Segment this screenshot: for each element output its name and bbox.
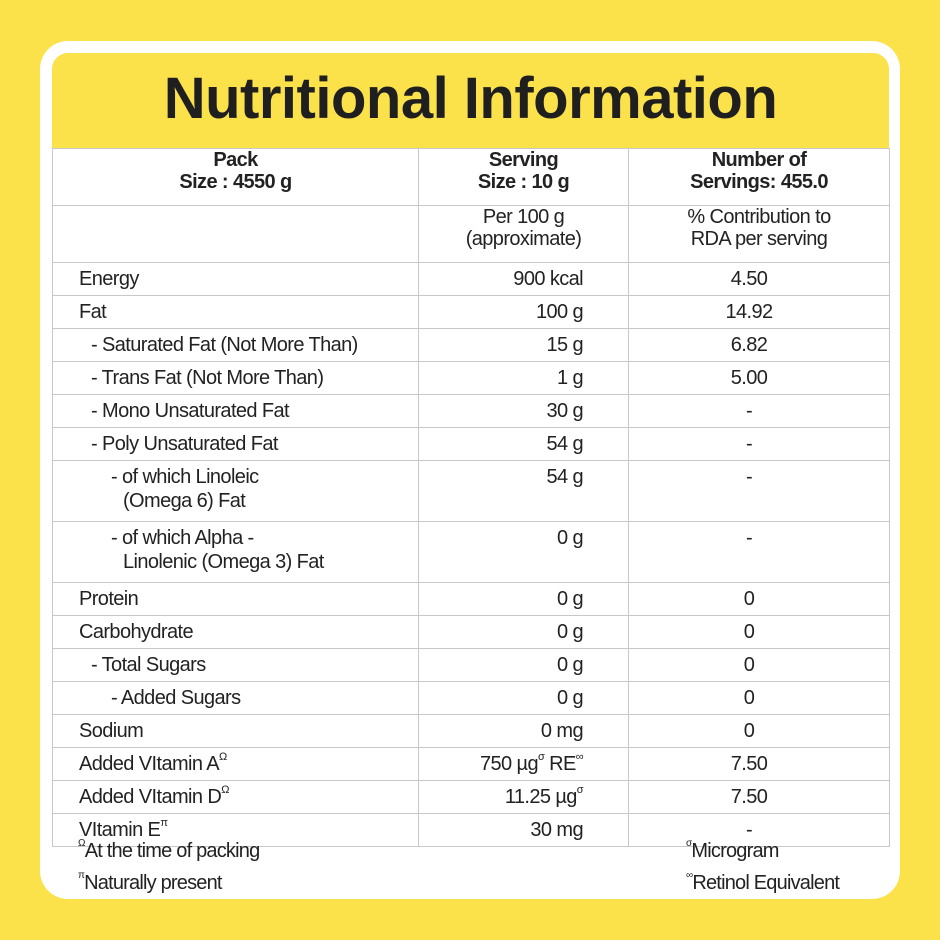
rda-value: 0 [628,582,890,616]
table-row: - Saturated Fat (Not More Than) 15 g 6.8… [52,328,890,362]
rda-value: 14.92 [628,295,890,329]
per-100g-value: 0 g [418,681,629,715]
nutrient-label: Protein [52,582,419,616]
rda-value: 7.50 [628,747,890,781]
nutrient-label: Sodium [52,714,419,748]
footnote-infinity: ∞Retinol Equivalent [686,870,840,894]
per-100g-value: 0 g [418,582,629,616]
rda-header: % Contribution to RDA per serving [628,205,890,263]
table-row: - of which Alpha - Linolenic (Omega 3) F… [52,521,890,583]
per-100g-value: 30 g [418,394,629,428]
nutrient-label: Added VItamin DΩ [52,780,419,814]
rda-value: 5.00 [628,361,890,395]
per-100g-value: 54 g [418,427,629,461]
nutrient-label: Carbohydrate [52,615,419,649]
per-100g-value: 0 g [418,521,629,583]
table-row: - of which Linoleic (Omega 6) Fat 54 g - [52,460,890,522]
sigma-marker: σ [538,751,545,764]
per-100g-value: 0 mg [418,714,629,748]
per-100g-value: 11.25 µgσ [418,780,629,814]
table-row: Sodium 0 mg 0 [52,714,890,748]
omega-marker: Ω [221,784,229,797]
sigma-marker: σ [576,784,584,797]
per-100g-value: 15 g [418,328,629,362]
rda-value: - [628,521,890,583]
per-100g-value: 30 mg [418,813,629,847]
rda-value: 0 [628,714,890,748]
nutrient-label: - Poly Unsaturated Fat [52,427,419,461]
infinity-marker: ∞ [575,751,584,764]
table-row: Added VItamin DΩ 11.25 µgσ 7.50 [52,780,890,814]
title-banner: Nutritional Information [52,53,889,148]
nutrient-label: - Added Sugars [52,681,419,715]
table-row: Protein 0 g 0 [52,582,890,616]
table-row: - Trans Fat (Not More Than) 1 g 5.00 [52,361,890,395]
nutrient-label: Fat [52,295,419,329]
rda-value: 4.50 [628,262,890,296]
rda-value: - [628,427,890,461]
rda-value: - [628,394,890,428]
rda-value: - [628,460,890,522]
table-row: - Poly Unsaturated Fat 54 g - [52,427,890,461]
table-row: VItamin Eπ 30 mg - [52,813,890,847]
footnote-sigma: σMicrogram [686,838,779,862]
footnote-pi: πNaturally present [78,870,223,894]
table-row: Fat 100 g 14.92 [52,295,890,329]
blank-header-cell [52,205,419,263]
per-100g-value: 0 g [418,615,629,649]
per-100g-value: 1 g [418,361,629,395]
per-100g-value: 900 kcal [418,262,629,296]
pack-info-row: Pack Size : 4550 g Serving Size : 10 g N… [52,148,890,206]
table-row: - Mono Unsaturated Fat 30 g - [52,394,890,428]
per-100g-header: Per 100 g (approximate) [418,205,629,263]
rda-value: 0 [628,615,890,649]
table-row: Energy 900 kcal 4.50 [52,262,890,296]
per-100g-value: 0 g [418,648,629,682]
column-header-row: Per 100 g (approximate) % Contribution t… [52,205,890,263]
pack-size-cell: Pack Size : 4550 g [52,148,419,206]
table-row: - Added Sugars 0 g 0 [52,681,890,715]
nutrient-label: - of which Linoleic (Omega 6) Fat [52,460,419,522]
nutrient-label: VItamin Eπ [52,813,419,847]
pi-marker: π [160,817,168,830]
serving-size-cell: Serving Size : 10 g [418,148,629,206]
nutrient-label: - Trans Fat (Not More Than) [52,361,419,395]
nutrient-label: - of which Alpha - Linolenic (Omega 3) F… [52,521,419,583]
nutrient-label: Added VItamin AΩ [52,747,419,781]
footnote-omega: ΩAt the time of packing [78,838,260,862]
rda-value: 7.50 [628,780,890,814]
table-row: Added VItamin AΩ 750 µgσ RE∞ 7.50 [52,747,890,781]
per-100g-value: 54 g [418,460,629,522]
page-title: Nutritional Information [163,66,778,131]
servings-count-cell: Number of Servings: 455.0 [628,148,890,206]
rda-value: - [628,813,890,847]
nutrition-table: Pack Size : 4550 g Serving Size : 10 g N… [52,148,890,847]
per-100g-value: 100 g [418,295,629,329]
nutrient-label: - Saturated Fat (Not More Than) [52,328,419,362]
rda-value: 0 [628,681,890,715]
nutrient-label: - Mono Unsaturated Fat [52,394,419,428]
rda-value: 0 [628,648,890,682]
table-row: Carbohydrate 0 g 0 [52,615,890,649]
table-row: - Total Sugars 0 g 0 [52,648,890,682]
rda-value: 6.82 [628,328,890,362]
omega-marker: Ω [219,751,227,764]
per-100g-value: 750 µgσ RE∞ [418,747,629,781]
nutrient-label: - Total Sugars [52,648,419,682]
nutrient-label: Energy [52,262,419,296]
